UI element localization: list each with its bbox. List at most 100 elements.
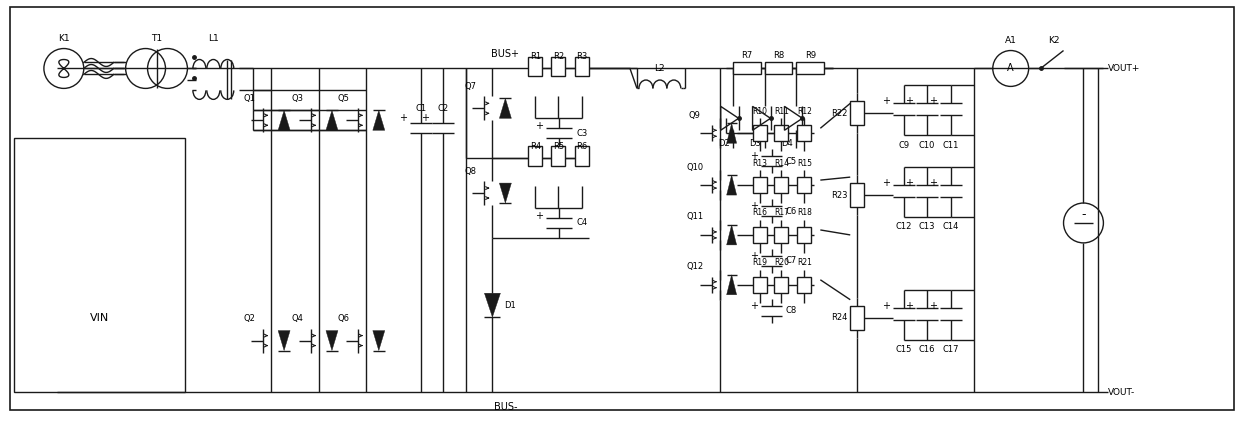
Text: +: + (534, 211, 543, 221)
Bar (797, 277, 811, 293)
Text: C2: C2 (436, 104, 448, 113)
Text: R2: R2 (553, 52, 564, 61)
Text: C1: C1 (415, 104, 427, 113)
Text: R1: R1 (529, 52, 541, 61)
Bar (14, 138, 186, 393)
Text: R13: R13 (751, 159, 768, 168)
Bar (528, 146, 542, 166)
Text: C4: C4 (577, 218, 588, 228)
Text: +: + (905, 301, 913, 310)
Text: +: + (420, 113, 429, 124)
Text: L1: L1 (208, 34, 218, 43)
Bar (753, 277, 766, 293)
Text: +: + (905, 178, 913, 188)
Text: C12: C12 (895, 222, 913, 231)
Polygon shape (278, 110, 290, 130)
Text: R3: R3 (577, 52, 588, 61)
Text: +: + (749, 201, 758, 211)
Bar (775, 227, 789, 243)
Text: R7: R7 (742, 51, 753, 60)
Text: R20: R20 (774, 258, 789, 267)
Text: R6: R6 (577, 142, 588, 151)
Bar (528, 57, 542, 77)
Bar (851, 306, 864, 330)
Text: VIN: VIN (91, 313, 109, 323)
Bar (753, 125, 766, 141)
Text: C9: C9 (899, 141, 910, 150)
Text: Q10: Q10 (686, 163, 703, 172)
Text: Q7: Q7 (465, 82, 476, 91)
Text: D2: D2 (718, 139, 729, 148)
Text: VOUT-: VOUT- (1109, 388, 1136, 397)
Text: +: + (929, 178, 937, 188)
Text: Q2: Q2 (243, 314, 255, 323)
Bar (796, 63, 825, 74)
Text: R17: R17 (774, 209, 789, 217)
Text: C11: C11 (942, 141, 959, 150)
Polygon shape (278, 331, 290, 351)
Bar (753, 177, 766, 193)
Text: C16: C16 (919, 345, 935, 354)
Polygon shape (500, 99, 511, 118)
Text: R16: R16 (751, 209, 768, 217)
Text: Q11: Q11 (686, 212, 703, 222)
Text: C14: C14 (942, 222, 959, 231)
Text: C7: C7 (786, 256, 797, 265)
Text: R12: R12 (797, 107, 812, 116)
Polygon shape (500, 183, 511, 203)
Polygon shape (727, 123, 737, 143)
Text: C10: C10 (919, 141, 935, 150)
Bar (797, 177, 811, 193)
Bar (775, 125, 789, 141)
Polygon shape (326, 110, 339, 130)
Text: R11: R11 (774, 107, 789, 116)
Text: Q3: Q3 (291, 94, 303, 103)
Text: +: + (929, 301, 937, 310)
Text: R9: R9 (805, 51, 816, 60)
Bar (775, 177, 789, 193)
Text: Q5: Q5 (339, 94, 350, 103)
Bar (851, 102, 864, 125)
Text: -: - (1081, 209, 1086, 222)
Text: C15: C15 (895, 345, 913, 354)
Text: Q8: Q8 (465, 167, 476, 176)
Text: +: + (905, 96, 913, 106)
Text: Q9: Q9 (688, 111, 701, 120)
Text: K1: K1 (58, 34, 69, 43)
Text: BUS-: BUS- (494, 402, 517, 412)
Text: R14: R14 (774, 159, 789, 168)
Text: R15: R15 (797, 159, 812, 168)
Bar (733, 63, 760, 74)
Text: BUS+: BUS+ (491, 49, 520, 58)
Text: VOUT+: VOUT+ (1109, 64, 1141, 73)
Text: T1: T1 (151, 34, 162, 43)
Text: R8: R8 (773, 51, 784, 60)
Polygon shape (727, 275, 737, 295)
Text: R22: R22 (831, 109, 847, 118)
Text: A: A (1007, 63, 1014, 74)
Text: R24: R24 (831, 313, 847, 322)
Polygon shape (373, 110, 384, 130)
Text: R5: R5 (553, 142, 564, 151)
Bar (765, 63, 792, 74)
Text: C13: C13 (919, 222, 935, 231)
Text: D3: D3 (750, 139, 761, 148)
Text: R18: R18 (797, 209, 812, 217)
Text: C5: C5 (786, 157, 797, 166)
Text: +: + (882, 96, 890, 106)
Polygon shape (727, 175, 737, 195)
Text: Q1: Q1 (243, 94, 255, 103)
Bar (575, 57, 589, 77)
Text: +: + (534, 121, 543, 131)
Polygon shape (727, 225, 737, 245)
Polygon shape (485, 293, 501, 317)
Text: C3: C3 (577, 129, 588, 138)
Text: +: + (749, 301, 758, 310)
Bar (552, 146, 565, 166)
Text: Q4: Q4 (291, 314, 303, 323)
Text: +: + (882, 178, 890, 188)
Bar (552, 57, 565, 77)
Text: D4: D4 (781, 139, 794, 148)
Text: L2: L2 (655, 64, 665, 73)
Polygon shape (326, 331, 339, 351)
